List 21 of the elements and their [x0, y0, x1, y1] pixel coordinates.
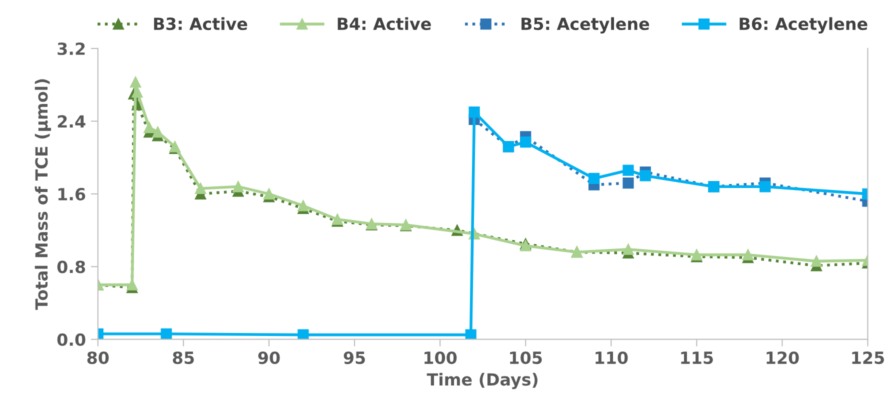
- legend-label: B5: Acetylene: [522, 17, 650, 34]
- x-tick-label: 85: [172, 351, 194, 364]
- x-tick-label: 105: [510, 351, 542, 364]
- x-tick-label: 100: [424, 351, 457, 364]
- legend-label: B3: Active: [154, 17, 248, 30]
- x-tick-label: 80: [87, 351, 109, 364]
- legend-label: B6: Acetylene: [740, 17, 868, 34]
- y-tick-label: 3.2: [58, 42, 85, 56]
- x-tick-label: 110: [596, 351, 628, 364]
- x-tick-label: 90: [258, 351, 280, 364]
- y-tick-label: 0.8: [57, 260, 86, 274]
- x-tick-label: 120: [766, 351, 799, 364]
- y-tick-label: 0.0: [57, 333, 86, 346]
- y-tick-label: 1.6: [58, 188, 86, 200]
- legend-label: B4: Active: [338, 17, 431, 30]
- x-tick-label: 95: [344, 351, 365, 364]
- y-axis-title: Total Mass of TCE (µmol): [34, 79, 52, 310]
- y-tick-label: 2.4: [58, 115, 86, 128]
- x-axis-title: Time (Days): [426, 372, 538, 390]
- x-tick-label: 115: [681, 352, 713, 364]
- x-tick-label: 125: [852, 351, 884, 364]
